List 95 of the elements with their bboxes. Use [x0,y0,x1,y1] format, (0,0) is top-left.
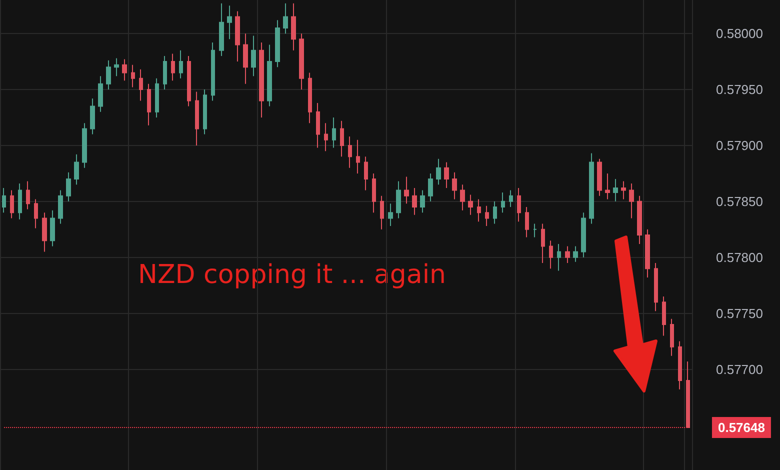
candlestick [597,158,602,196]
candlestick [477,198,481,222]
candlestick [243,33,248,84]
y-tick-label: 0.57850 [716,194,763,209]
candlestick [122,58,127,82]
candlestick [308,72,312,124]
candlestick [187,55,191,107]
candlestick [179,50,183,79]
candlestick [412,188,417,216]
candlestick [324,122,328,152]
y-tick-label: 0.57700 [716,362,763,377]
candlestick [501,192,505,214]
candlestick [452,172,457,200]
candlestick [404,176,409,204]
ref-line-label: 0.57648 [718,420,765,435]
candlestick [605,172,610,200]
candlestick [364,156,368,191]
candlestick [34,198,38,229]
candlestick [42,212,47,252]
candlestick [50,210,55,247]
candlestick [678,340,682,390]
y-tick-label: 0.57900 [716,138,763,153]
candlestick [98,76,103,112]
candlestick [211,42,215,102]
candlestick [573,246,578,262]
candlestick [621,180,626,200]
y-tick-label: 0.57800 [716,250,763,265]
candlestick [18,183,22,220]
candlestick [340,120,344,158]
candlestick [259,42,264,118]
candlestick [299,33,304,90]
candlestick [428,172,433,202]
candlestick [275,20,280,68]
annotation: NZD copping it ... again [138,260,446,290]
candlestick [662,296,666,336]
candlestick [493,200,497,224]
candlestick [645,228,650,278]
candlestick [388,203,393,227]
candlestick [219,2,224,56]
candlestick [251,35,256,77]
candlestick [525,206,529,238]
candlestick [139,68,143,102]
candlestick [163,55,167,90]
candlestick [195,91,199,146]
candlestick [589,152,594,224]
candlestick [332,117,336,148]
y-tick-label: 0.57750 [716,306,763,321]
candlestick [436,158,441,186]
candlestick [26,180,30,210]
candlestick [82,122,87,168]
candlestick [460,184,465,211]
candlestick [2,188,6,214]
candlestick [485,205,489,227]
candlestick [147,83,151,126]
candlestick [637,195,642,244]
candlestick [66,172,71,202]
candlestick [565,246,570,264]
candlestick [654,262,658,312]
candlestick [131,64,135,88]
candlestick [58,190,63,224]
candlestick [316,102,320,148]
candlestick [267,44,272,107]
candlestick [171,53,175,82]
candlestick [235,10,240,62]
candlestick [629,183,634,219]
candlestick [420,190,425,214]
candlestick [396,180,401,219]
candlestick [517,188,521,222]
candlestick [106,60,111,90]
y-tick-label: 0.57950 [716,82,763,98]
candlestick [283,2,288,34]
candlestick [155,78,159,118]
candlestick [509,190,513,208]
candlestick [291,2,296,51]
candlestick [74,154,79,186]
candlestick [686,360,690,428]
candlestick [670,318,674,356]
candlestick [444,162,449,188]
candlestick [533,223,537,238]
candlestick [613,178,618,202]
candlestick [549,240,553,270]
candlestick [10,190,14,219]
candlestick [557,243,561,272]
candlestick [372,172,376,214]
candlestick [380,195,384,230]
candlestick [581,212,586,258]
candlestick [114,58,119,77]
candlestick [468,194,473,216]
candlestick [356,139,360,174]
candlestick [203,89,207,135]
candlestick [90,98,95,135]
candlestick [541,223,545,264]
y-tick-label: 0.58000 [716,26,763,42]
candlestick [348,136,352,168]
candlestick [227,5,232,40]
